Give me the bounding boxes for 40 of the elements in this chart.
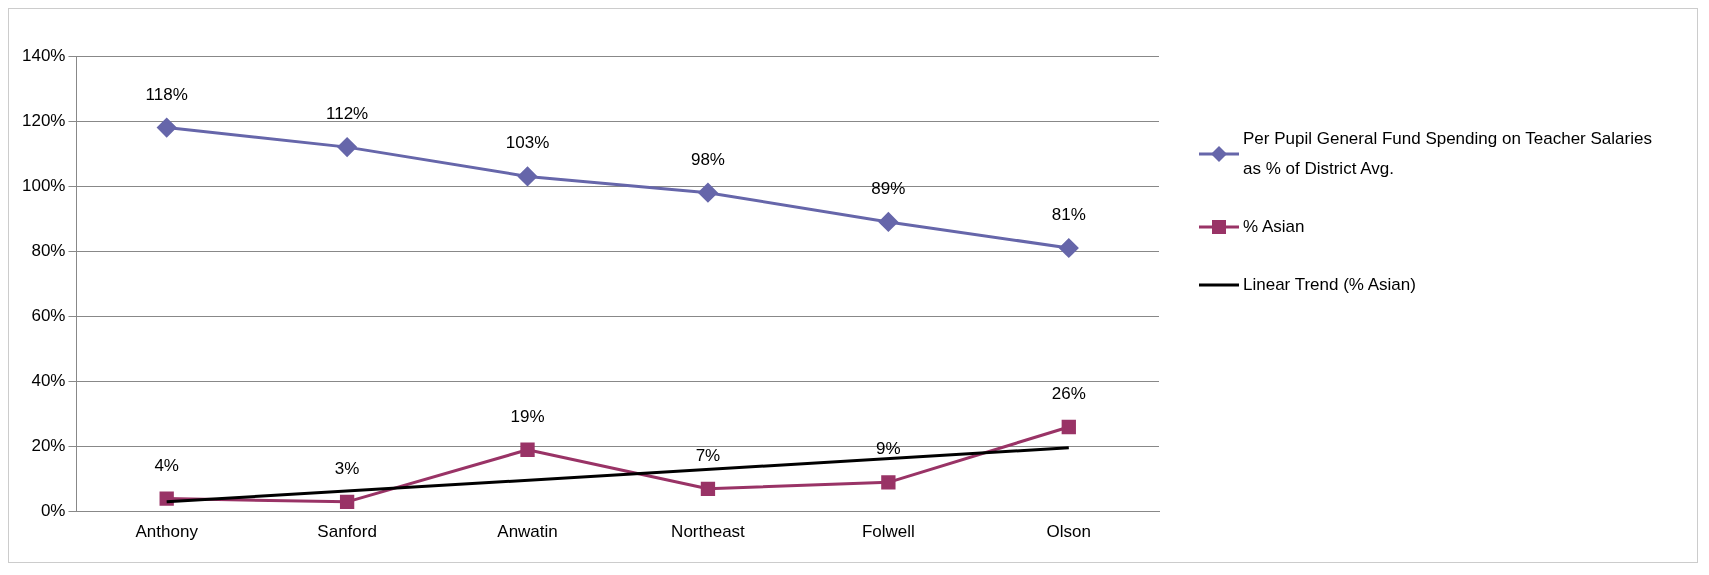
point	[520, 442, 535, 457]
x-tick-label: Sanford	[317, 521, 377, 541]
point	[337, 137, 357, 157]
data-label: 81%	[1051, 204, 1086, 224]
data-label: 19%	[510, 406, 545, 426]
x-tick-label: Anthony	[135, 521, 199, 541]
point	[1059, 238, 1079, 257]
data-label: 98%	[690, 149, 725, 169]
point	[339, 494, 355, 509]
data-label: 112%	[326, 103, 369, 123]
data-label: 103%	[505, 132, 550, 152]
y-tick-label: 100%	[22, 175, 66, 195]
data-label: 26%	[1051, 383, 1086, 403]
point	[881, 474, 896, 489]
x-tick-label: Folwell	[861, 521, 915, 541]
y-tick-label: 140%	[22, 45, 66, 65]
point	[878, 211, 898, 231]
y-tick-label: 40%	[31, 370, 66, 390]
point	[518, 166, 538, 186]
data-label: 89%	[871, 178, 906, 198]
x-tick-label: Northeast	[671, 521, 746, 541]
x-tick-label: Anwatin	[497, 521, 558, 541]
point	[157, 117, 177, 137]
data-label: 4%	[154, 455, 179, 475]
y-tick-label: 20%	[31, 435, 66, 455]
legend-label: Linear Trend (% Asian)	[1243, 273, 1416, 296]
y-tick-label: 80%	[31, 240, 66, 260]
point	[698, 182, 718, 202]
legend-label: % Asian	[1243, 215, 1305, 238]
data-label: 9%	[876, 438, 901, 458]
y-tick-label: 120%	[22, 110, 66, 130]
data-label: 3%	[334, 458, 360, 478]
point	[700, 481, 716, 496]
data-label: 118%	[145, 84, 188, 104]
x-tick-label: Olson	[1046, 521, 1091, 541]
legend-label: Per Pupil General Fund Spending on Teacher Salaries as % of District Avg.	[1243, 127, 1653, 180]
y-tick-label: 0%	[40, 500, 66, 520]
y-tick-label: 60%	[31, 305, 66, 325]
data-label: 7%	[695, 445, 721, 465]
point	[1061, 419, 1076, 434]
